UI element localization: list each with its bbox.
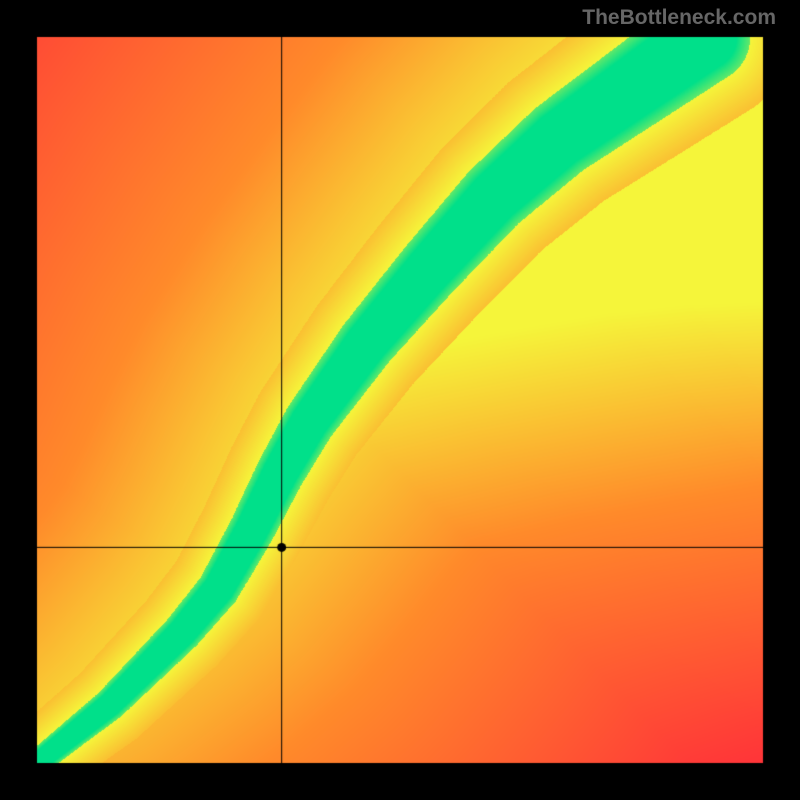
heatmap-chart — [0, 0, 800, 800]
watermark-text: TheBottleneck.com — [582, 6, 776, 30]
